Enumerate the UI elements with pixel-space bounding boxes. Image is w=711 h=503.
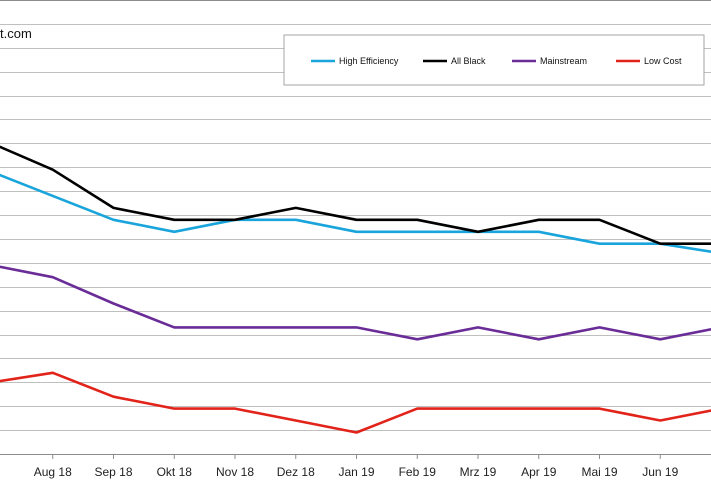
x-tick-label: Mai 19 (581, 465, 617, 479)
legend-label: Low Cost (644, 56, 682, 66)
x-tick-label: Okt 18 (157, 465, 193, 479)
x-tick-label: Jun 19 (642, 465, 678, 479)
legend-label: All Black (451, 56, 486, 66)
x-tick-label: Dez 18 (277, 465, 315, 479)
x-tick-label: Mrz 19 (460, 465, 497, 479)
x-tick-label: Aug 18 (34, 465, 72, 479)
watermark-text: t.com (0, 26, 32, 41)
series-line-low-cost (0, 371, 711, 434)
series-line-mainstream (0, 265, 711, 341)
legend-items: High Efficiency All Black Mainstream Low Co… (311, 56, 682, 66)
x-tick-label: Nov 18 (216, 465, 254, 479)
series-lines (0, 145, 711, 434)
legend-label: Mainstream (540, 56, 587, 66)
x-tick-label: Apr 19 (521, 465, 557, 479)
series-line-high-efficiency (0, 173, 711, 254)
series-line-all-black (0, 145, 711, 245)
x-tick-label: Jan 19 (338, 465, 374, 479)
x-tick-label: Feb 19 (399, 465, 437, 479)
x-tick-label: Sep 18 (94, 465, 132, 479)
legend-label: High Efficiency (339, 56, 399, 66)
legend: High Efficiency All Black Mainstream Low Co… (283, 34, 705, 86)
